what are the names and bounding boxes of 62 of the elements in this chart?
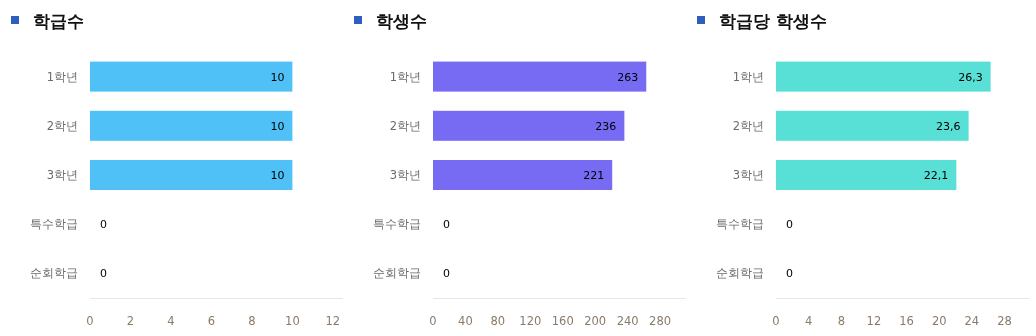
data-label: 26,3	[958, 70, 983, 84]
x-tick-label: 0	[772, 314, 780, 328]
y-tick-label: 2학년	[732, 118, 764, 133]
y-tick-label: 1학년	[732, 69, 764, 84]
y-tick-label: 3학년	[732, 168, 764, 182]
chart-title: 학급당 학생수	[719, 11, 827, 31]
x-tick-label: 120	[519, 314, 542, 328]
x-tick-label: 24	[964, 314, 980, 328]
data-label: 0	[100, 218, 107, 232]
y-tick-label: 3학년	[46, 168, 78, 182]
y-tick-label: 2학년	[389, 118, 421, 133]
x-tick-label: 4	[167, 314, 175, 328]
x-tick-label: 8	[248, 314, 256, 328]
x-tick-label: 200	[584, 314, 607, 328]
y-tick-label: 2학년	[46, 118, 78, 133]
x-tick-label: 8	[837, 314, 845, 328]
x-tick-label: 240	[616, 314, 639, 328]
x-tick-label: 80	[490, 314, 506, 328]
data-label: 23,6	[936, 119, 961, 133]
data-label: 0	[443, 218, 450, 232]
bar	[433, 160, 613, 190]
x-tick-label: 28	[997, 314, 1012, 328]
data-label: 10	[270, 169, 285, 182]
y-tick-label: 순회학급	[30, 266, 78, 281]
x-tick-label: 12	[866, 314, 882, 328]
bar	[433, 61, 647, 92]
x-tick-label: 12	[325, 314, 341, 328]
chart-title: 학생수	[376, 11, 427, 31]
data-label: 0	[786, 267, 793, 281]
data-label: 0	[100, 267, 107, 281]
data-label: 236	[595, 119, 617, 133]
y-tick-label: 3학년	[389, 168, 421, 182]
x-tick-label: 160	[551, 314, 574, 328]
x-tick-label: 2	[126, 314, 135, 328]
data-label: 0	[443, 267, 450, 281]
data-label: 10	[270, 70, 285, 84]
y-tick-label: 순회학급	[716, 266, 764, 281]
y-tick-label: 순회학급	[373, 266, 421, 281]
y-tick-label: 특수학급	[716, 217, 764, 232]
bar	[433, 110, 625, 141]
bar	[776, 61, 991, 92]
x-tick-label: 280	[649, 314, 672, 328]
y-tick-label: 1학년	[389, 69, 421, 84]
x-tick-label: 0	[86, 314, 94, 328]
data-label: 10	[270, 119, 285, 133]
x-tick-label: 20	[931, 314, 947, 328]
data-label: 221	[583, 169, 605, 182]
chart-title: 학급수	[33, 11, 84, 31]
x-tick-label: 6	[207, 314, 216, 328]
x-tick-label: 10	[285, 314, 300, 328]
data-label: 0	[786, 218, 793, 232]
bar	[776, 110, 969, 141]
x-tick-label: 0	[429, 314, 437, 328]
data-label: 263	[617, 70, 639, 84]
data-label: 22,1	[923, 169, 949, 182]
y-tick-label: 1학년	[46, 69, 78, 84]
x-tick-label: 4	[804, 314, 813, 328]
bar	[776, 160, 957, 190]
x-tick-label: 16	[899, 314, 914, 328]
y-tick-label: 특수학급	[373, 217, 421, 232]
y-tick-label: 특수학급	[30, 217, 78, 232]
x-tick-label: 40	[458, 314, 473, 328]
